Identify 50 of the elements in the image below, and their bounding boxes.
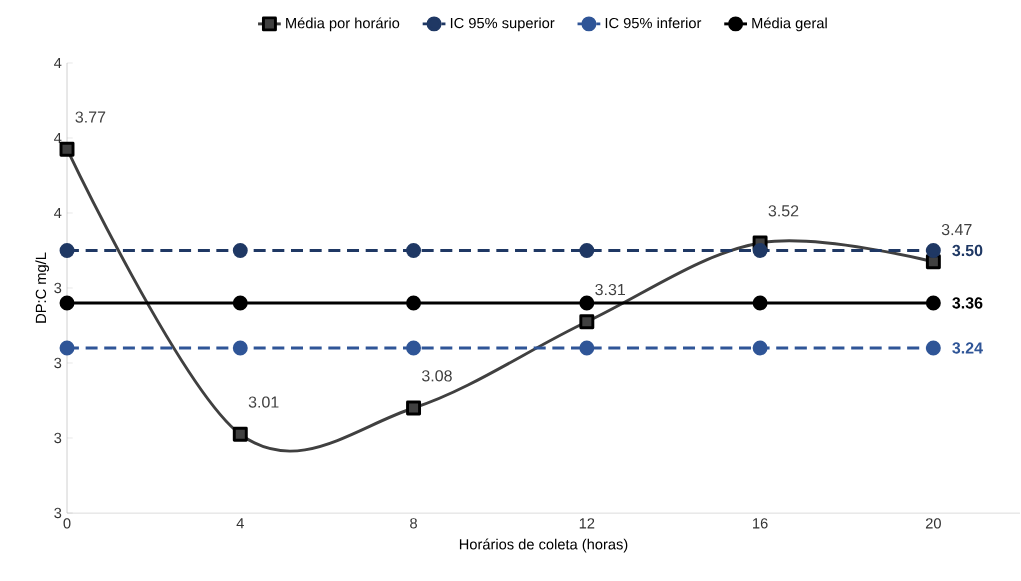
point [406,340,422,356]
point [925,243,941,258]
x-tick-label: 12 [579,518,595,529]
y-tick-label: 3 [54,432,62,444]
point [406,243,422,258]
y-axis-title: DP:C mg/L [35,252,49,323]
y-tick-label: 4 [54,132,62,144]
point [579,243,595,258]
x-tick-label: 20 [925,518,941,529]
point [59,141,75,157]
data-label: 3.01 [248,396,279,408]
x-tick-label: 16 [753,518,768,529]
point [406,400,422,416]
data-label: 3.31 [595,283,625,296]
x-axis-title: Horários de coleta (horas) [459,538,628,553]
legend-label: Média por horário [286,17,400,32]
point [752,340,768,356]
point [59,295,75,311]
data-label: 3.50 [952,244,983,257]
point [59,340,75,356]
point [925,295,941,311]
legend-label: IC 95% inferior [605,17,702,29]
data-label: 3.77 [75,111,106,123]
data-label: 3.24 [952,342,983,354]
x-tick-label: 8 [410,518,417,529]
y-tick-label: 4 [54,57,62,69]
point [232,243,248,258]
point [752,295,768,311]
x-tick-label: 0 [63,518,71,529]
x-tick-label: 4 [236,518,244,529]
point [232,295,248,311]
point [59,243,75,258]
data-label: 3.36 [952,297,983,309]
point [579,340,595,356]
point [752,243,768,258]
y-tick-label: 3 [54,507,62,519]
data-label: 3.08 [421,370,452,382]
point [232,426,248,442]
point [579,314,595,330]
point [925,340,941,356]
point [232,340,248,356]
y-tick-label: 3 [54,357,62,369]
legend-label: IC 95% superior [450,17,555,32]
point [406,295,422,311]
legend-label: Média geral [752,17,827,32]
data-label: 3.52 [768,205,799,217]
point [579,295,595,311]
y-tick-label: 3 [54,282,62,294]
y-tick-label: 4 [54,207,62,219]
data-label: 3.47 [941,223,972,236]
